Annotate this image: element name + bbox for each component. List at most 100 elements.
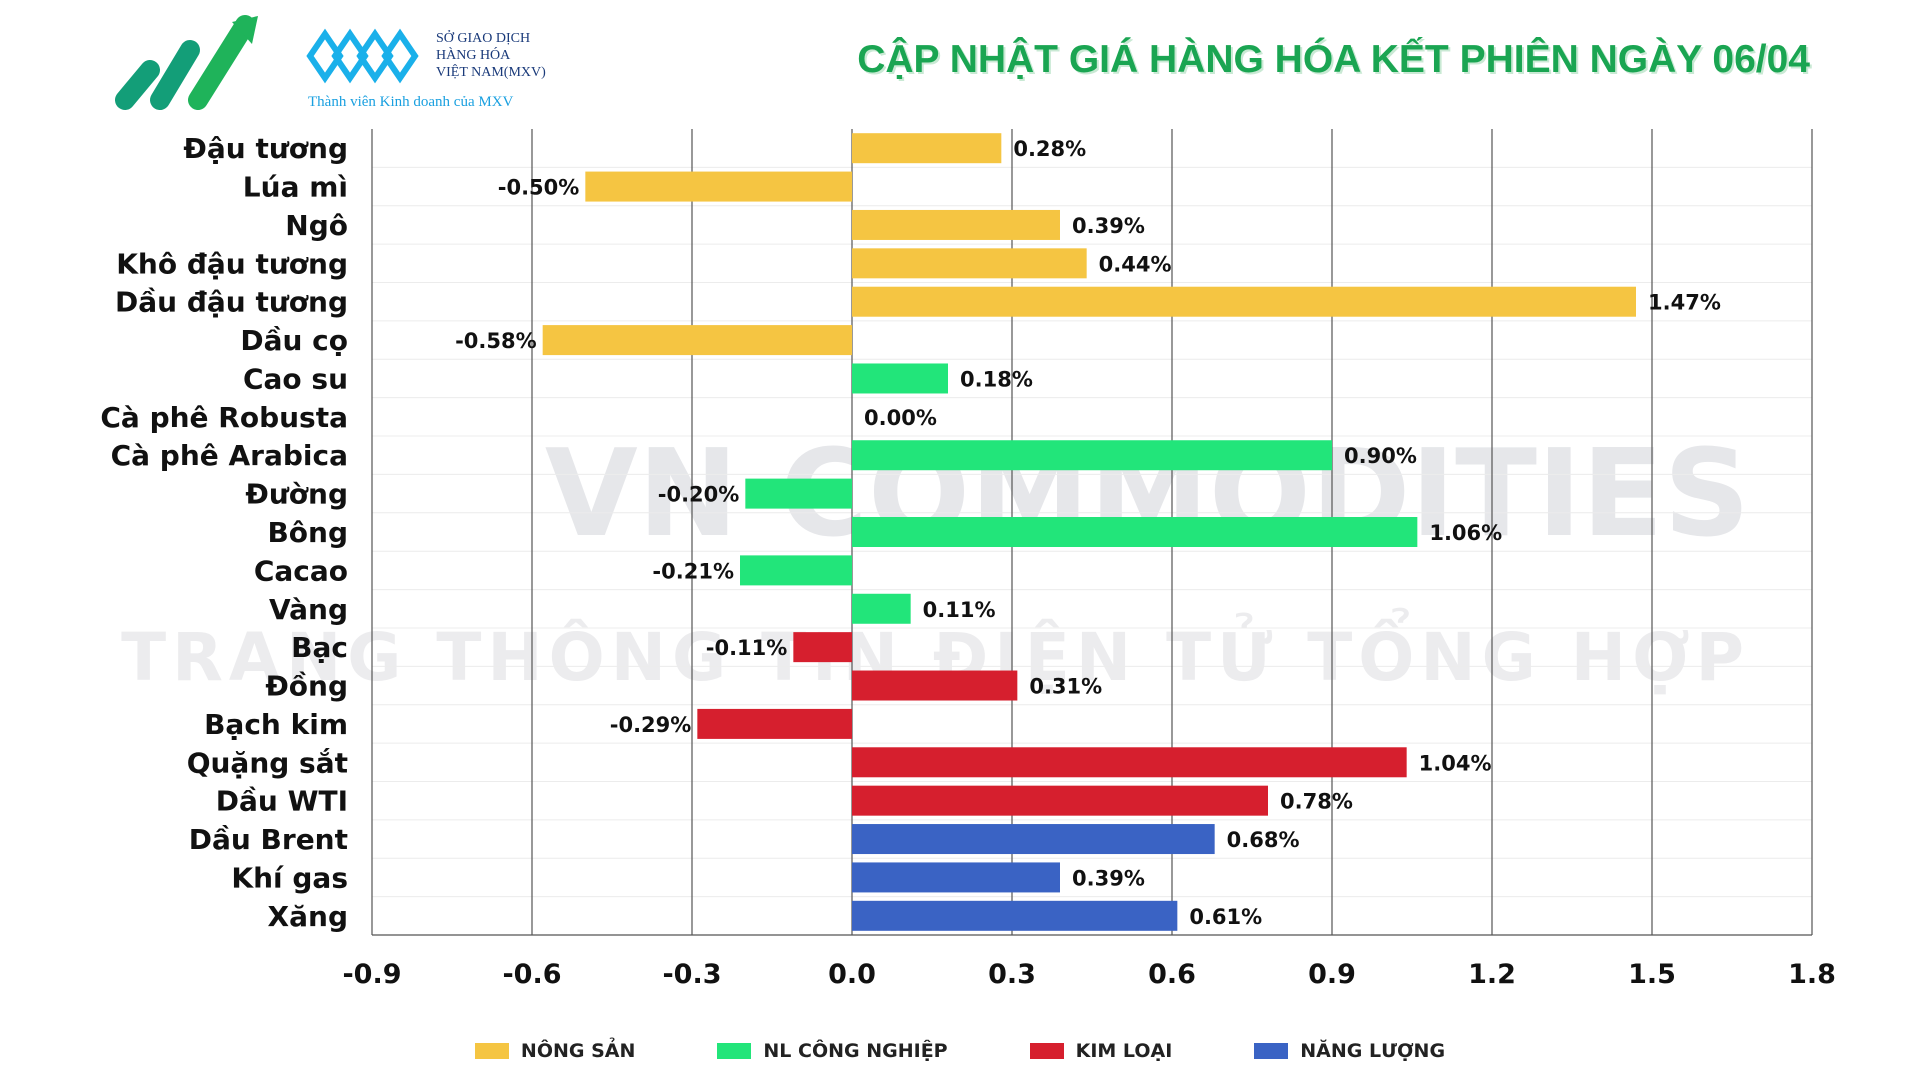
bar xyxy=(740,555,852,586)
x-tick-label: -0.6 xyxy=(502,959,561,990)
x-tick-label: 0.6 xyxy=(1148,959,1196,990)
bar xyxy=(852,824,1215,855)
bar xyxy=(852,363,948,394)
category-label: Lúa mì xyxy=(243,171,348,204)
bar-row: Ngô 0.39% xyxy=(285,209,1145,242)
legend-swatch xyxy=(1029,1043,1064,1059)
legend-swatch xyxy=(717,1043,752,1059)
mxv-logo xyxy=(305,26,425,90)
bar xyxy=(542,325,852,356)
data-label: -0.11% xyxy=(706,636,788,660)
data-label: 0.39% xyxy=(1072,866,1145,890)
data-label: 0.44% xyxy=(1099,252,1172,276)
category-label: Đậu tương xyxy=(183,132,348,165)
category-label: Cà phê Robusta xyxy=(100,401,348,434)
category-label: Dầu cọ xyxy=(240,324,348,357)
category-label: Vàng xyxy=(269,593,348,626)
category-label: Cà phê Arabica xyxy=(111,439,348,472)
legend-item: NL CÔNG NGHIỆP xyxy=(717,1040,948,1062)
bar-row: Đường -0.20% xyxy=(245,478,852,511)
data-label: 0.28% xyxy=(1013,137,1086,161)
bar-row: Đồng 0.31% xyxy=(265,670,1102,703)
category-label: Quặng sắt xyxy=(187,746,348,779)
x-tick-label: -0.9 xyxy=(342,959,401,990)
data-label: 1.04% xyxy=(1419,751,1492,775)
bar-row: Bạc -0.11% xyxy=(291,631,852,664)
data-label: 0.61% xyxy=(1189,905,1262,929)
page-title: CẬP NHẬT GIÁ HÀNG HÓA KẾT PHIÊN NGÀY 06/… xyxy=(857,38,1810,81)
x-tick-label: 1.8 xyxy=(1788,959,1836,990)
bar xyxy=(852,670,1018,701)
data-label: 0.18% xyxy=(960,367,1033,391)
legend-label: NL CÔNG NGHIỆP xyxy=(763,1040,948,1062)
bar xyxy=(852,133,1002,164)
data-label: -0.50% xyxy=(498,176,580,200)
bar-row: Dầu WTI 0.78% xyxy=(216,785,1353,818)
bar-row: Vàng 0.11% xyxy=(269,593,996,626)
category-label: Bạc xyxy=(291,631,348,664)
bar xyxy=(852,248,1087,279)
category-label: Đồng xyxy=(265,670,348,703)
mxv-logo-text: SỞ GIAO DỊCH HÀNG HÓA VIỆT NAM(MXV) xyxy=(436,30,546,81)
bar xyxy=(585,171,852,202)
category-label: Cacao xyxy=(254,554,348,587)
bar-row: Xăng 0.61% xyxy=(268,900,1263,933)
bar xyxy=(852,862,1060,893)
bar xyxy=(852,286,1636,317)
bar xyxy=(793,632,852,663)
legend-item: NÔNG SẢN xyxy=(474,1040,636,1062)
bar xyxy=(745,478,852,509)
legend-swatch xyxy=(1254,1043,1289,1059)
data-label: 0.78% xyxy=(1280,790,1353,814)
data-label: 0.90% xyxy=(1344,444,1417,468)
data-label: 1.47% xyxy=(1648,291,1721,315)
x-tick-label: 1.5 xyxy=(1628,959,1676,990)
x-tick-label: -0.3 xyxy=(662,959,721,990)
category-label: Khí gas xyxy=(231,861,348,894)
legend-label: NÔNG SẢN xyxy=(520,1040,636,1062)
x-tick-label: 0.3 xyxy=(988,959,1036,990)
data-label: 1.06% xyxy=(1429,521,1502,545)
bar-row: Khí gas 0.39% xyxy=(231,861,1144,894)
bar xyxy=(852,593,911,624)
category-label: Dầu đậu tương xyxy=(115,286,348,319)
bar-row: Quặng sắt 1.04% xyxy=(187,746,1492,779)
data-label: 0.39% xyxy=(1072,214,1145,238)
legend-swatch xyxy=(474,1043,509,1059)
bar xyxy=(852,785,1268,816)
x-tick-label: 0.9 xyxy=(1308,959,1356,990)
category-label: Xăng xyxy=(268,900,348,933)
category-label: Dầu Brent xyxy=(189,823,348,856)
data-label: -0.21% xyxy=(652,559,734,583)
bar xyxy=(697,708,852,739)
bar xyxy=(852,517,1418,547)
bar-row: Lúa mì -0.50% xyxy=(243,171,852,204)
bar-row: Cao su 0.18% xyxy=(243,362,1033,395)
bar-row: Dầu Brent 0.68% xyxy=(189,823,1300,856)
data-label: -0.20% xyxy=(658,483,740,507)
category-label: Bạch kim xyxy=(204,708,348,741)
x-tick-label: 1.2 xyxy=(1468,959,1516,990)
data-label: 0.68% xyxy=(1227,828,1300,852)
bar-row: Dầu cọ -0.58% xyxy=(240,324,852,357)
data-label: 0.11% xyxy=(923,598,996,622)
data-label: -0.58% xyxy=(455,329,537,353)
mxv-logo-mark xyxy=(306,28,419,84)
bar-row: Bông 1.06% xyxy=(267,516,1502,549)
legend-item: NĂNG LƯỢNG xyxy=(1254,1040,1445,1062)
bar-row: Bạch kim -0.29% xyxy=(204,708,852,741)
bar xyxy=(852,900,1178,931)
category-label: Bông xyxy=(267,516,348,549)
legend-item: KIM LOẠI xyxy=(1029,1040,1172,1062)
bar xyxy=(852,440,1332,471)
bar-row: Cacao -0.21% xyxy=(254,554,852,587)
bar-row: Cà phê Arabica 0.90% xyxy=(111,439,1417,472)
bar xyxy=(852,209,1060,240)
mxv-line-3: VIỆT NAM(MXV) xyxy=(436,65,546,80)
legend: NÔNG SẢN NL CÔNG NGHIỆP KIM LOẠI NĂNG LƯỢNG xyxy=(0,1040,1920,1062)
mxv-subtitle: Thành viên Kinh doanh của MXV xyxy=(308,94,514,110)
bar-row: Đậu tương 0.28% xyxy=(183,132,1086,165)
category-label: Ngô xyxy=(285,209,348,242)
bar xyxy=(852,747,1407,778)
